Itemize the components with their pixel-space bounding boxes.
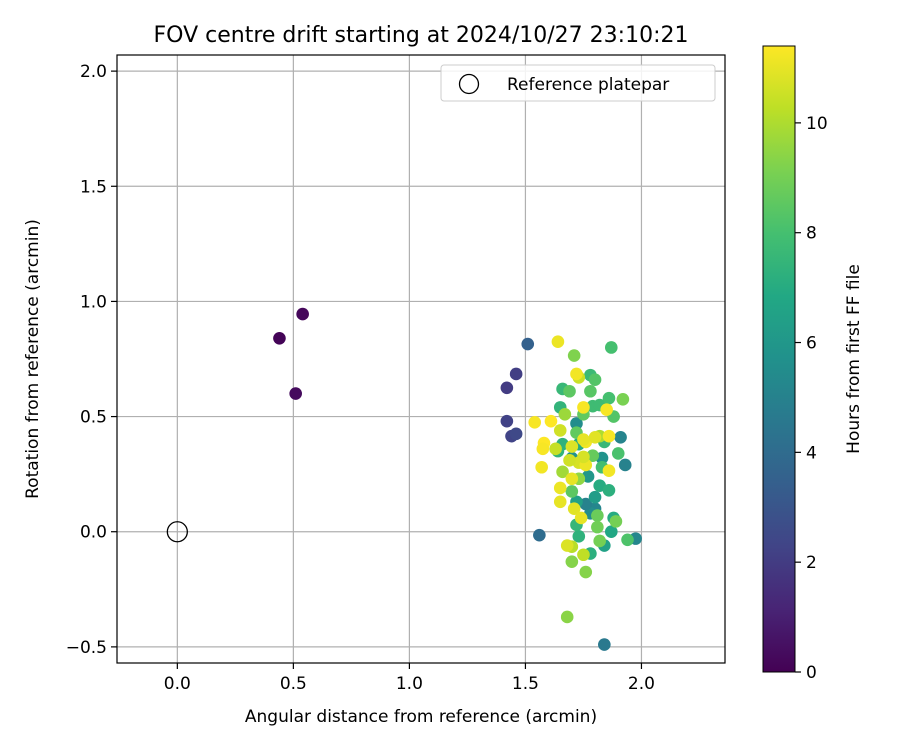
data-point (616, 393, 630, 406)
data-point (577, 450, 590, 464)
data-point (558, 407, 572, 421)
colorbar-tick-label: 10 (806, 114, 828, 134)
data-point (560, 610, 574, 624)
data-point (273, 331, 286, 345)
data-point (553, 481, 567, 495)
x-axis-ticks: 0.0 0.5 1.0 1.5 2.0 (164, 663, 655, 694)
data-point (588, 431, 602, 444)
data-point (500, 381, 514, 395)
data-point (618, 458, 632, 472)
data-point (611, 447, 625, 460)
data-point (570, 367, 583, 381)
data-point (602, 429, 616, 443)
data-point (604, 341, 618, 354)
data-point (602, 464, 616, 477)
data-point (567, 502, 581, 515)
data-point (551, 335, 565, 349)
data-point (621, 533, 634, 547)
data-point (565, 472, 579, 486)
data-point (579, 565, 593, 579)
y-tick-label: 2.0 (80, 62, 107, 82)
data-point (572, 530, 586, 543)
data-point (563, 454, 576, 467)
data-point (602, 483, 616, 497)
legend: Reference platepar (440, 64, 716, 102)
data-point (500, 414, 514, 428)
data-point (565, 485, 579, 498)
data-point (509, 427, 523, 441)
data-point (570, 417, 583, 430)
data-point (553, 495, 567, 509)
data-point (602, 391, 616, 405)
reference-marker-group (166, 521, 188, 543)
data-point (289, 387, 302, 400)
legend-entry-label: Reference platepar (507, 75, 669, 95)
data-point (535, 460, 548, 474)
y-axis-ticks: −0.5 0.0 0.5 1.0 1.5 2.0 (66, 62, 117, 658)
x-tick-label: 2.0 (628, 674, 655, 694)
x-axis-label: Angular distance from reference (arcmin) (245, 707, 597, 727)
colorbar-gradient (762, 45, 796, 673)
data-point (549, 442, 562, 456)
y-tick-label: 0.0 (80, 523, 107, 543)
legend-reference-marker (458, 73, 480, 95)
x-tick-label: 1.5 (512, 674, 539, 694)
colorbar-tick-label: 6 (806, 334, 817, 354)
data-point (556, 465, 569, 479)
x-tick-label: 0.5 (280, 674, 307, 694)
colorbar-label: Hours from first FF file (844, 264, 864, 454)
data-point (563, 384, 576, 398)
data-point (598, 638, 611, 651)
colorbar-tick-label: 4 (806, 443, 817, 463)
data-point (588, 373, 602, 387)
y-tick-label: 0.5 (80, 408, 107, 428)
data-point (604, 525, 618, 539)
colorbar-tick-label: 2 (806, 553, 817, 573)
data-point (560, 539, 574, 552)
data-point (591, 520, 604, 534)
data-point (593, 479, 606, 492)
x-tick-label: 1.0 (396, 674, 423, 694)
reference-platepar-marker (166, 521, 188, 543)
data-point (544, 414, 558, 428)
data-point (521, 337, 535, 351)
data-point (565, 440, 579, 453)
plot-frame (116, 54, 726, 664)
data-point (296, 307, 309, 321)
colorbar-ticks: 0 2 4 6 8 10 (795, 114, 828, 683)
data-point (577, 548, 590, 562)
data-point (553, 424, 567, 437)
data-point (609, 515, 623, 528)
data-point (586, 449, 600, 463)
data-point (577, 401, 590, 414)
data-point (614, 431, 627, 444)
y-axis-label: Rotation from reference (arcmin) (23, 219, 43, 499)
y-tick-label: −0.5 (66, 638, 107, 658)
x-tick-label: 0.0 (164, 674, 191, 694)
data-points (273, 307, 642, 651)
data-point (509, 367, 523, 381)
legend-box (440, 64, 716, 102)
data-point (577, 433, 590, 446)
data-point (565, 555, 579, 568)
data-point (591, 509, 604, 522)
grid (117, 55, 725, 663)
data-point (593, 534, 606, 548)
colorbar-tick-label: 0 (806, 663, 817, 683)
data-point (600, 403, 613, 416)
data-point (528, 416, 542, 429)
data-point (536, 442, 550, 456)
data-point (574, 511, 588, 525)
chart-title: FOV centre drift starting at 2024/10/27 … (154, 23, 689, 48)
data-point (584, 384, 597, 398)
y-tick-label: 1.5 (80, 177, 107, 197)
data-point (567, 349, 581, 362)
colorbar: 0 2 4 6 8 10 Hours from first FF file (762, 45, 864, 683)
data-point (588, 490, 602, 504)
y-tick-label: 1.0 (80, 292, 107, 312)
colorbar-tick-label: 8 (806, 224, 817, 244)
data-point (533, 528, 546, 542)
